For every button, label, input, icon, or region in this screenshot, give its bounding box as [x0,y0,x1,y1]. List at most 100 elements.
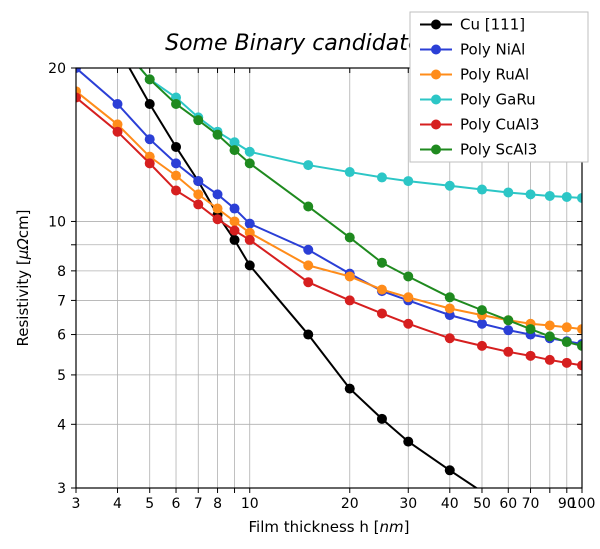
series-marker [562,322,572,332]
series-marker [477,341,487,351]
x-tick-label: 50 [473,496,491,512]
y-tick-label: 5 [57,368,66,384]
legend-marker [431,145,441,155]
series-marker [171,186,181,196]
series-marker [145,99,155,109]
x-tick-label: 7 [194,496,203,512]
series-marker [526,189,536,199]
series-marker [345,384,355,394]
series-marker [213,204,223,214]
series-marker [230,145,240,155]
legend-marker [431,120,441,130]
legend-marker [431,20,441,30]
series-marker [403,319,413,329]
series-marker [213,130,223,140]
series-marker [345,167,355,177]
series-marker [503,187,513,197]
x-tick-label: 40 [441,496,459,512]
series-marker [193,199,203,209]
legend-label: Poly NiAl [460,41,525,59]
series-marker [213,214,223,224]
series-marker [245,260,255,270]
series-marker [545,321,555,331]
legend-label: Cu [111] [460,16,525,34]
series-marker [526,324,536,334]
series-marker [545,191,555,201]
series-marker [445,465,455,475]
x-tick-label: 20 [341,496,359,512]
series-marker [377,308,387,318]
resistivity-chart: 34567810203040506070901003456781020Film … [0,0,600,549]
series-marker [345,271,355,281]
x-tick-label: 100 [569,496,596,512]
series-marker [562,358,572,368]
series-marker [145,158,155,168]
x-tick-label: 30 [399,496,417,512]
series-marker [403,271,413,281]
legend-label: Poly GaRu [460,91,536,109]
x-tick-label: 3 [72,496,81,512]
chart-title: Some Binary candidates [165,31,433,56]
y-tick-label: 3 [57,481,66,497]
y-tick-label: 4 [57,417,66,433]
series-marker [171,99,181,109]
series-marker [193,176,203,186]
series-marker [230,204,240,214]
y-tick-label: 6 [57,328,66,344]
series-marker [377,172,387,182]
y-tick-label: 7 [57,293,66,309]
series-marker [403,176,413,186]
series-marker [245,219,255,229]
series-marker [245,158,255,168]
series-marker [445,181,455,191]
series-marker [303,260,313,270]
y-tick-label: 10 [48,214,66,230]
x-tick-label: 10 [241,496,259,512]
series-marker [193,189,203,199]
series-marker [403,437,413,447]
series-marker [477,305,487,315]
x-tick-label: 6 [172,496,181,512]
series-marker [230,216,240,226]
series-marker [303,245,313,255]
series-marker [445,303,455,313]
series-marker [303,201,313,211]
x-tick-label: 60 [499,496,517,512]
y-tick-label: 8 [57,264,66,280]
legend-marker [431,95,441,105]
series-marker [377,258,387,268]
y-axis-label: Resistivity [μΩcm] [14,210,32,347]
x-tick-label: 8 [213,496,222,512]
x-tick-label: 70 [522,496,540,512]
y-tick-label: 20 [48,61,66,77]
series-marker [245,147,255,157]
series-marker [303,330,313,340]
series-marker [145,74,155,84]
legend-label: Poly RuAl [460,66,529,84]
series-marker [345,233,355,243]
series-marker [503,325,513,335]
x-axis-label: Film thickness h [nm] [249,518,410,536]
series-marker [403,292,413,302]
series-marker [230,235,240,245]
series-marker [193,115,203,125]
series-marker [345,295,355,305]
series-marker [545,355,555,365]
series-marker [171,171,181,181]
series-marker [171,142,181,152]
series-marker [545,331,555,341]
series-marker [303,277,313,287]
series-marker [503,347,513,357]
series-marker [113,127,123,137]
series-marker [562,337,572,347]
legend-marker [431,45,441,55]
series-marker [526,351,536,361]
legend-marker [431,70,441,80]
series-marker [377,414,387,424]
x-tick-label: 5 [145,496,154,512]
legend-label: Poly CuAl3 [460,116,539,134]
series-marker [245,235,255,245]
series-marker [213,189,223,199]
series-marker [145,134,155,144]
x-tick-label: 4 [113,496,122,512]
